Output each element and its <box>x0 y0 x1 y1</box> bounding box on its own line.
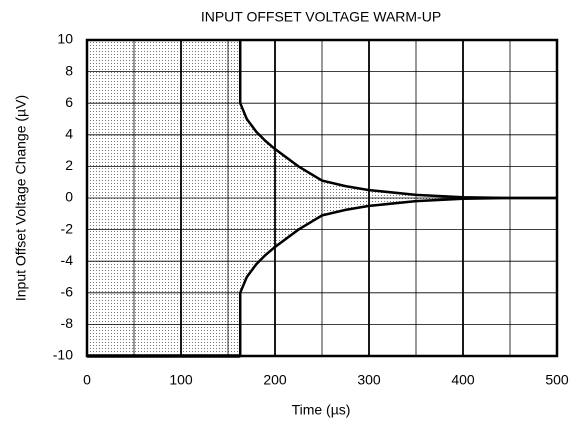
y-tick-label: -10 <box>53 347 73 363</box>
y-tick-label: -4 <box>61 252 74 268</box>
x-tick-label: 100 <box>169 372 193 388</box>
x-axis-label: Time (µs) <box>292 402 351 418</box>
x-tick-label: 200 <box>263 372 287 388</box>
y-tick-label: 6 <box>65 94 73 110</box>
data-line <box>239 196 557 294</box>
y-tick-label: 8 <box>65 62 73 78</box>
x-tick-label: 500 <box>545 372 569 388</box>
y-tick-label: -8 <box>61 315 74 331</box>
x-tick-label: 0 <box>83 372 91 388</box>
data-line <box>239 102 557 200</box>
x-tick-label: 300 <box>357 372 381 388</box>
y-axis-label: Input Offset Voltage Change (µV) <box>13 95 29 301</box>
y-tick-label: 2 <box>65 157 73 173</box>
y-tick-label: -2 <box>61 220 74 236</box>
y-tick-label: 4 <box>65 126 73 142</box>
x-tick-label: 400 <box>451 372 475 388</box>
chart-title: INPUT OFFSET VOLTAGE WARM-UP <box>201 9 441 25</box>
y-tick-label: -6 <box>61 284 74 300</box>
y-tick-label: 0 <box>65 189 73 205</box>
y-tick-label: 10 <box>57 31 73 47</box>
